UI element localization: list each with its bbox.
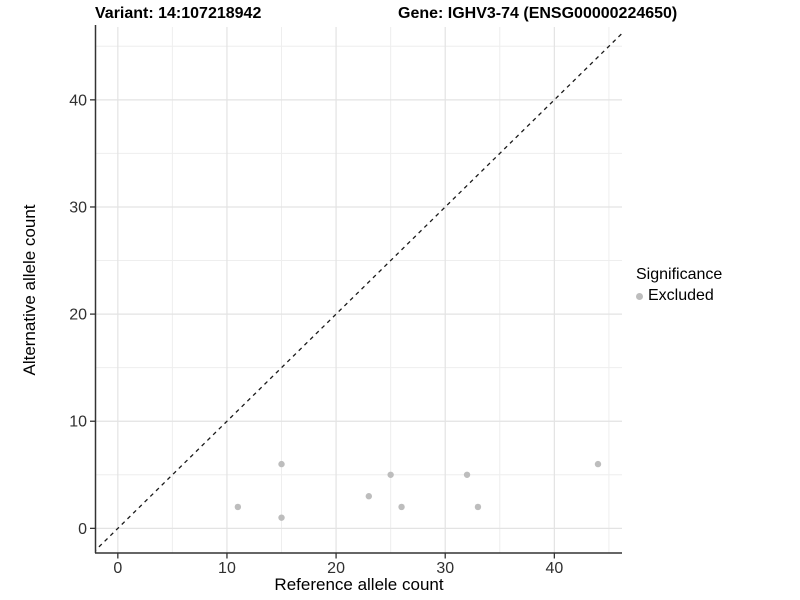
x-tick-label: 20 — [327, 560, 345, 577]
x-tick-label: 30 — [436, 560, 454, 577]
data-point — [398, 503, 405, 511]
legend-point-icon — [636, 292, 643, 300]
y-tick-label: 30 — [69, 199, 87, 216]
data-point — [365, 493, 373, 500]
x-tick-label: 10 — [218, 560, 236, 577]
x-axis-title: Reference allele count — [274, 575, 444, 594]
legend-item-label: Excluded — [648, 287, 714, 304]
y-tick-label: 40 — [69, 92, 87, 109]
data-point — [594, 460, 602, 468]
y-axis-title: Alternative allele count — [20, 204, 39, 376]
data-point — [234, 503, 242, 511]
legend-title: Significance — [636, 266, 723, 283]
data-point — [387, 471, 394, 478]
y-tick-label: 0 — [78, 521, 87, 538]
data-point — [278, 514, 285, 521]
legend-item-excluded: Excluded — [636, 287, 722, 305]
plot-title-gene: Gene: IGHV3-74 (ENSG00000224650) — [398, 5, 678, 22]
y-tick-label: 10 — [69, 414, 87, 431]
data-point — [474, 503, 482, 511]
identity-line — [96, 32, 622, 551]
data-point — [463, 471, 471, 478]
plot-title-variant: Variant: 14:107218942 — [95, 5, 262, 22]
x-tick-label: 0 — [113, 560, 122, 577]
data-point — [278, 460, 285, 468]
y-tick-label: 20 — [69, 307, 87, 324]
x-tick-label: 40 — [545, 560, 563, 577]
legend: Significance Excluded — [636, 266, 722, 305]
